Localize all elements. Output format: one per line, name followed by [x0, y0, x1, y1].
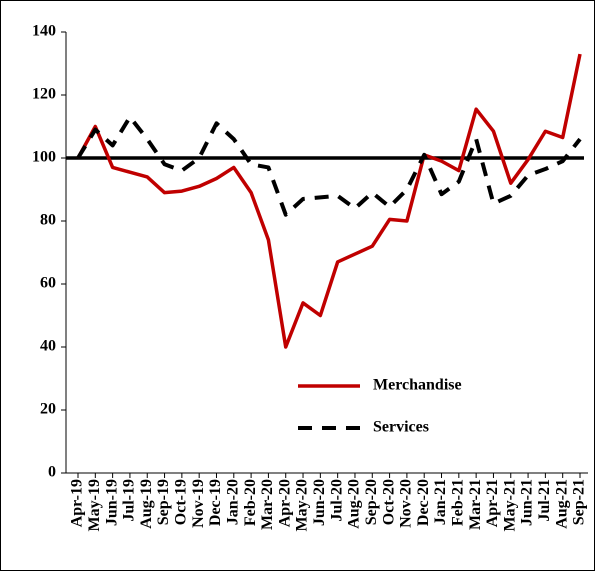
- y-tick-label: 140: [32, 23, 56, 40]
- x-tick-label: May-21: [501, 479, 518, 531]
- x-tick-label: May-19: [86, 479, 103, 531]
- x-tick-label: Jul-20: [328, 479, 345, 522]
- legend-label: Merchandise: [373, 377, 462, 394]
- x-tick-label: Sep-20: [363, 479, 380, 525]
- x-tick-label: Jul-19: [121, 479, 138, 522]
- x-tick-label: Jun-20: [311, 479, 328, 526]
- x-tick-label: Sep-19: [155, 479, 172, 525]
- x-tick-label: Mar-20: [259, 479, 276, 530]
- x-tick-label: Aug-21: [553, 479, 570, 529]
- x-tick-label: Mar-21: [467, 479, 484, 530]
- x-tick-label: Aug-19: [138, 479, 155, 529]
- x-tick-label: Aug-20: [346, 479, 363, 529]
- x-tick-label: Feb-20: [242, 479, 259, 526]
- x-tick-label: Feb-21: [449, 479, 466, 526]
- y-tick-label: 120: [32, 86, 56, 103]
- x-tick-label: May-20: [294, 479, 311, 531]
- x-tick-label: Nov-20: [398, 479, 415, 528]
- legend-label: Services: [373, 419, 429, 436]
- x-tick-label: Dec-20: [415, 479, 432, 526]
- x-tick-label: Nov-19: [190, 479, 207, 528]
- y-tick-label: 20: [40, 401, 56, 418]
- x-tick-label: Apr-19: [69, 479, 86, 527]
- x-tick-label: Jun-19: [103, 479, 120, 526]
- y-tick-label: 40: [40, 338, 56, 355]
- x-tick-label: Oct-20: [380, 479, 397, 525]
- x-tick-label: Jul-21: [536, 479, 553, 522]
- x-tick-label: Dec-19: [207, 479, 224, 526]
- series-line: [76, 53, 582, 349]
- x-tick-label: Apr-21: [484, 479, 501, 527]
- x-tick-label: Sep-21: [571, 479, 588, 525]
- y-tick-label: 100: [32, 149, 56, 166]
- x-tick-label: Oct-19: [173, 479, 190, 525]
- x-tick-label: Apr-20: [276, 479, 293, 527]
- y-tick-label: 60: [40, 275, 56, 292]
- x-tick-label: Jan-20: [224, 479, 241, 525]
- y-tick-label: 0: [48, 464, 56, 481]
- x-tick-label: Jan-21: [432, 479, 449, 525]
- x-tick-label: Jun-21: [519, 479, 536, 526]
- y-tick-label: 80: [40, 212, 56, 229]
